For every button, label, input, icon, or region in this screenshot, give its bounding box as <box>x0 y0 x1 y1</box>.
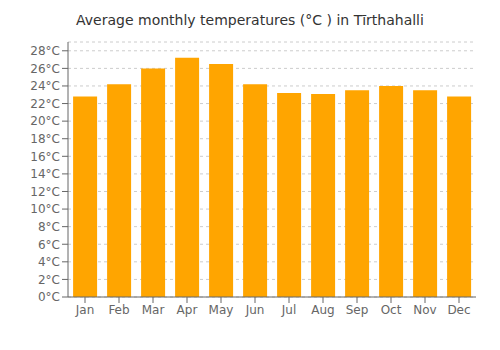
svg-text:Jun: Jun <box>245 303 265 317</box>
svg-text:10°C: 10°C <box>30 202 60 216</box>
svg-text:24°C: 24°C <box>30 79 60 93</box>
svg-text:16°C: 16°C <box>30 150 60 164</box>
svg-text:Apr: Apr <box>177 303 198 317</box>
svg-text:2°C: 2°C <box>38 273 60 287</box>
svg-text:Nov: Nov <box>413 303 436 317</box>
svg-text:12°C: 12°C <box>30 185 60 199</box>
svg-text:Feb: Feb <box>108 303 129 317</box>
svg-text:18°C: 18°C <box>30 132 60 146</box>
svg-text:6°C: 6°C <box>38 238 60 252</box>
svg-text:Dec: Dec <box>447 303 470 317</box>
svg-text:0°C: 0°C <box>38 290 60 304</box>
svg-text:22°C: 22°C <box>30 97 60 111</box>
svg-text:14°C: 14°C <box>30 167 60 181</box>
svg-text:28°C: 28°C <box>30 44 60 58</box>
svg-text:Oct: Oct <box>381 303 402 317</box>
html-text:Average monthly temperatures (: Average monthly temperatures (°C ) in Tī… <box>76 12 424 28</box>
svg-text:May: May <box>209 303 234 317</box>
svg-text:Jul: Jul <box>281 303 296 317</box>
svg-text:Mar: Mar <box>142 303 165 317</box>
svg-text:26°C: 26°C <box>30 62 60 76</box>
svg-text:Sep: Sep <box>346 303 369 317</box>
svg-text:Aug: Aug <box>311 303 334 317</box>
svg-text:8°C: 8°C <box>38 220 60 234</box>
svg-text:20°C: 20°C <box>30 114 60 128</box>
svg-text:Jan: Jan <box>75 303 95 317</box>
svg-text:4°C: 4°C <box>38 255 60 269</box>
